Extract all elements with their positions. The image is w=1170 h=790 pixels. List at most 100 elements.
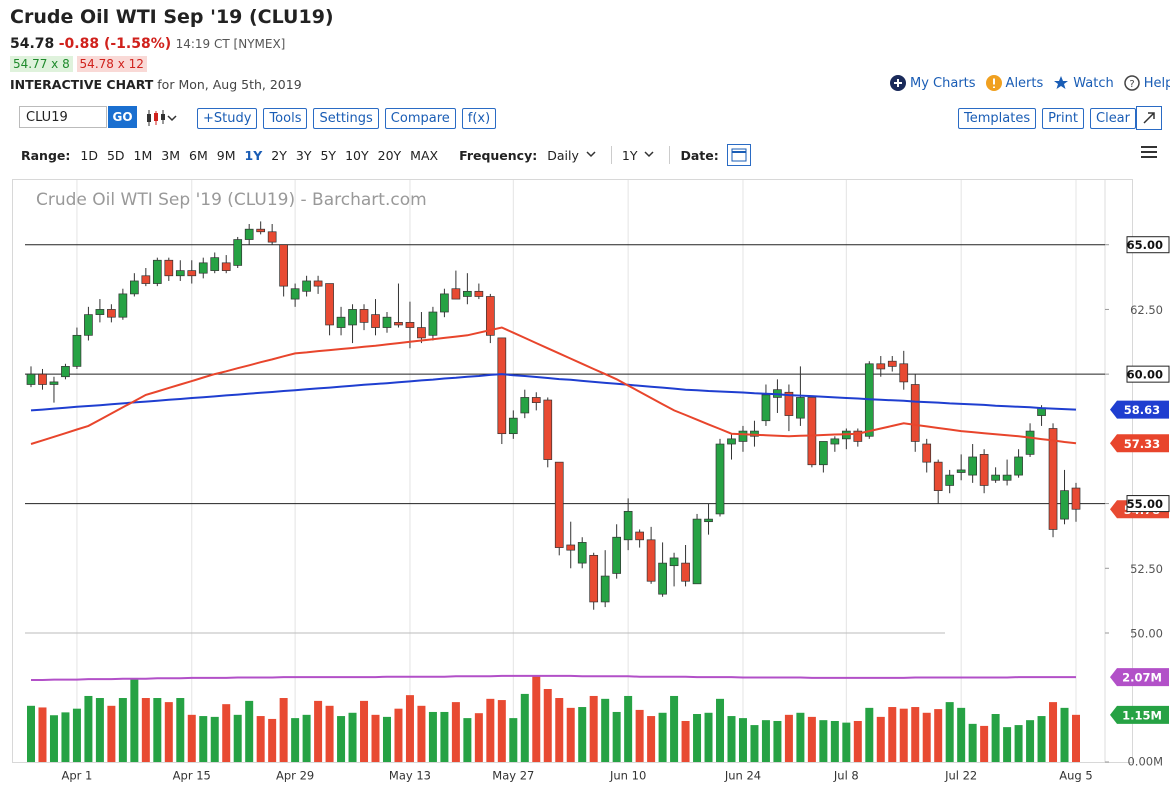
go-button[interactable]: GO (108, 106, 137, 128)
candle-body (497, 337, 507, 435)
candle-body (715, 443, 725, 515)
candle-body (382, 316, 392, 328)
candle-body (187, 270, 197, 277)
range-option[interactable]: 9M (216, 147, 236, 163)
candle-body (600, 575, 610, 603)
toolbar-button[interactable]: +Study (197, 108, 258, 129)
volume-bar (727, 716, 736, 762)
candle-body (704, 518, 713, 523)
volume-badge: 1.15M (1122, 708, 1162, 722)
x-tick-label: Jul 22 (944, 769, 977, 783)
toolbar-button[interactable]: f(x) (461, 108, 497, 129)
watch-link[interactable]: Watch (1073, 75, 1114, 91)
candle-body (61, 366, 70, 378)
candle-body (325, 283, 334, 326)
toolbar-button[interactable]: Print (1042, 108, 1084, 129)
candle-body (141, 275, 151, 284)
chart-type-icon[interactable] (145, 108, 179, 128)
volume-bar (360, 700, 369, 762)
candle-body (440, 293, 449, 313)
range-option[interactable]: 1D (80, 147, 98, 163)
my-charts-link[interactable]: My Charts (910, 75, 976, 91)
frequency-select[interactable]: Daily (547, 147, 579, 163)
x-tick-label: Jul 8 (833, 769, 859, 783)
candle-body (669, 557, 679, 567)
range-option[interactable]: 5D (106, 147, 125, 163)
toolbar-button[interactable]: Clear (1090, 108, 1136, 129)
range-option[interactable]: 10Y (345, 147, 369, 163)
candle-body (761, 394, 771, 422)
price-change: -0.88 (-1.58%) (58, 36, 172, 52)
volume-bar (566, 707, 575, 762)
x-tick-label: Jun 10 (609, 769, 646, 783)
candle-body (164, 259, 174, 277)
section-title: INTERACTIVE CHART (10, 77, 154, 92)
expand-button[interactable] (1136, 106, 1162, 130)
help-link[interactable]: Help (1143, 75, 1170, 91)
alerts-link[interactable]: Alerts (1005, 75, 1044, 91)
candle-body (727, 438, 736, 445)
volume-bar (520, 693, 529, 762)
symbol-input[interactable]: CLU19 (19, 106, 107, 128)
toolbar-button[interactable]: Settings (313, 108, 379, 129)
period-select[interactable]: 1Y (621, 147, 638, 163)
section-line: INTERACTIVE CHART for Mon, Aug 5th, 2019 (10, 77, 302, 92)
range-option[interactable]: 1Y (244, 147, 263, 163)
range-option[interactable]: 20Y (377, 147, 402, 163)
volume-bar (842, 722, 851, 762)
range-option[interactable]: 1M (133, 147, 153, 163)
volume-bar (417, 705, 426, 762)
range-option[interactable]: 5Y (320, 147, 337, 163)
volume-bar (394, 708, 403, 762)
volume-bar (1026, 720, 1035, 762)
toolbar-button[interactable]: Compare (384, 108, 456, 129)
volume-bar (761, 720, 770, 762)
instrument-title: Crude Oil WTI Sep '19 (CLU19) (10, 6, 334, 28)
calendar-button[interactable] (726, 144, 751, 166)
range-option[interactable]: 3Y (295, 147, 312, 163)
x-tick-label: Aug 5 (1059, 769, 1092, 783)
candle-body (233, 239, 243, 266)
volume-bar (463, 718, 472, 762)
quote-time: 14:19 CT [NYMEX] (175, 37, 286, 51)
volume-bar (222, 704, 231, 762)
moving-average-line (30, 373, 1077, 412)
volume-bar (1060, 707, 1069, 762)
x-tick-label: Jun 24 (724, 769, 761, 783)
ma-badge-bg (1110, 400, 1169, 419)
candle-body (152, 259, 162, 284)
candle-body (887, 360, 897, 367)
candle-body (244, 228, 254, 240)
toolbar-button[interactable]: Templates (958, 108, 1037, 129)
watch-icon (1054, 76, 1069, 89)
volume-bar (302, 714, 311, 762)
volume-bar (210, 716, 219, 762)
candle-body (1048, 428, 1058, 530)
volume-bar (337, 716, 346, 762)
candle-body (474, 290, 484, 297)
candle-body (796, 397, 805, 419)
candle-body (84, 314, 93, 336)
volume-bar (486, 698, 495, 762)
volume-bar (1037, 716, 1046, 762)
header-links: My Charts Alerts Watch ? Help (890, 75, 1170, 91)
volume-bar (176, 698, 185, 762)
range-option[interactable]: MAX (410, 147, 439, 163)
volume-bar (934, 709, 943, 762)
candle-body (359, 309, 369, 323)
volume-bar (49, 715, 58, 762)
candle-body (221, 262, 231, 271)
candle-body (394, 322, 403, 326)
menu-icon[interactable] (1140, 144, 1158, 160)
range-option[interactable]: 2Y (271, 147, 287, 163)
candle-body (612, 536, 622, 574)
candle-body (38, 373, 47, 385)
y-tick-box (1126, 495, 1170, 513)
toolbar-button[interactable]: Tools (263, 108, 308, 129)
candle-body (922, 443, 932, 463)
range-option[interactable]: 3M (161, 147, 181, 163)
candle-body (520, 397, 530, 414)
range-option[interactable]: 6M (189, 147, 208, 163)
candle-body (26, 373, 36, 385)
candle-body (1025, 430, 1035, 455)
